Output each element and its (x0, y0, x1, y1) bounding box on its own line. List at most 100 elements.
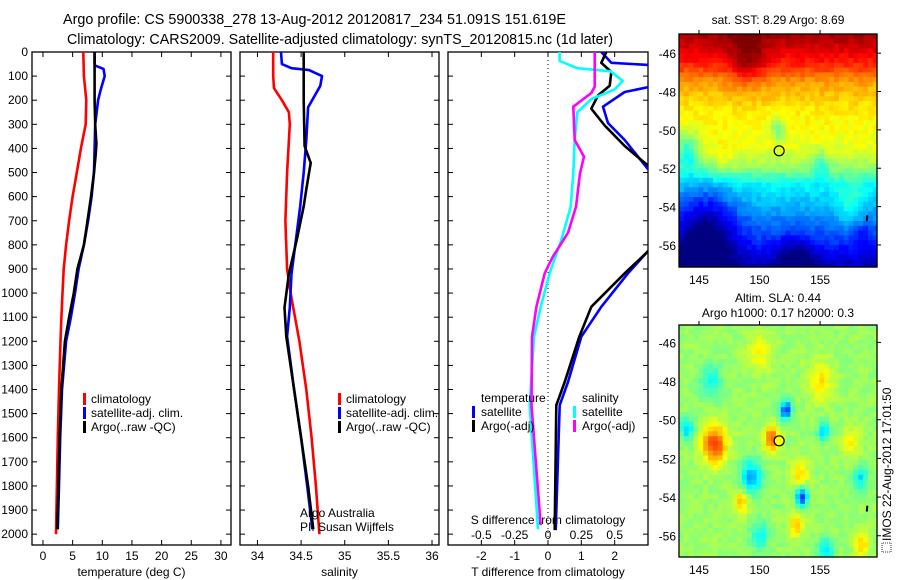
map-cell (756, 235, 762, 241)
map-cell (795, 455, 801, 461)
map-cell (693, 383, 699, 389)
map-cell (838, 139, 845, 145)
map-cell (712, 344, 719, 350)
map-cell (751, 358, 758, 365)
map-cell (872, 470, 878, 476)
map-cell (780, 62, 787, 69)
map-cell (688, 354, 695, 360)
map-cell (790, 158, 796, 165)
map-cell (848, 249, 854, 256)
map-cell (834, 426, 840, 432)
map-cell (863, 134, 869, 141)
map-cell (717, 416, 724, 423)
map-cell (698, 129, 704, 136)
map-cell (683, 460, 690, 466)
map-cell (838, 211, 845, 217)
map-cell (775, 344, 782, 350)
map-cell (746, 474, 753, 481)
map-cell (679, 182, 685, 188)
map-cell (824, 354, 830, 360)
map-cell (688, 392, 695, 399)
map-cell (742, 397, 748, 403)
map-cell (717, 552, 724, 558)
map-cell (780, 402, 787, 408)
map-cell (693, 387, 699, 394)
map-cell (712, 254, 719, 260)
map-cell (838, 254, 845, 260)
map-cell (683, 421, 690, 428)
map-cell (804, 72, 811, 78)
map-cell (751, 67, 758, 73)
map-cell (853, 81, 859, 88)
map-cell (708, 149, 714, 155)
map-cell (785, 192, 791, 198)
map-cell (688, 426, 695, 432)
map-cell (746, 144, 753, 150)
map-cell (693, 125, 699, 131)
map-cell (679, 53, 685, 59)
map-cell (775, 197, 782, 203)
map-cell (722, 325, 728, 331)
map-cell (766, 455, 772, 461)
map-cell (814, 503, 820, 510)
map-cell (863, 34, 869, 40)
map-cell (766, 552, 772, 558)
map-cell (771, 81, 777, 88)
map-cell (785, 344, 791, 350)
map-cell (814, 53, 820, 59)
map-cell (742, 254, 748, 260)
map-cell (867, 528, 874, 534)
map-cell (683, 513, 690, 519)
map-cell (698, 387, 704, 394)
map-cell (771, 254, 777, 260)
map-cell (693, 38, 699, 45)
map-cell (853, 168, 859, 174)
map-cell (780, 484, 787, 490)
map-cell (727, 86, 733, 93)
map-cell (848, 421, 854, 428)
map-cell (795, 460, 801, 466)
map-cell (780, 479, 787, 486)
map-cell (843, 264, 850, 268)
map-cell (746, 339, 753, 345)
map-cell (693, 105, 699, 112)
map-cell (824, 163, 830, 169)
map-cell (795, 110, 801, 117)
map-cell (756, 373, 762, 379)
map-cell (858, 503, 864, 510)
map-cell (780, 339, 787, 345)
map-cell (712, 110, 719, 117)
map-cell (746, 101, 753, 107)
map-cell (785, 158, 791, 165)
map-cell (688, 513, 695, 519)
map-cell (737, 426, 743, 432)
map-cell (688, 91, 695, 97)
map-cell (732, 72, 738, 78)
map-cell (679, 455, 685, 461)
map-cell (698, 513, 704, 519)
map-cell (775, 230, 782, 236)
map-cell (824, 249, 830, 256)
map-cell (712, 197, 719, 203)
map-cell (824, 479, 830, 486)
map-cell (761, 206, 767, 212)
map-cell (756, 53, 762, 59)
map-cell (843, 81, 850, 88)
map-cell (780, 105, 787, 112)
map-cell (742, 129, 748, 136)
map-cell (838, 53, 845, 59)
map-cell (824, 474, 830, 481)
map-cell (722, 412, 728, 418)
float-track-mark (865, 505, 869, 512)
map-cell (756, 503, 762, 510)
map-cell (843, 211, 850, 217)
map-cell (800, 523, 806, 529)
map-cell (756, 72, 762, 78)
map-cell (867, 402, 874, 408)
map-cell (712, 339, 719, 345)
map-cell (809, 441, 816, 447)
map-cell (751, 34, 758, 40)
map-cell (683, 91, 690, 97)
map-cell (872, 197, 878, 203)
map-cell (756, 455, 762, 461)
